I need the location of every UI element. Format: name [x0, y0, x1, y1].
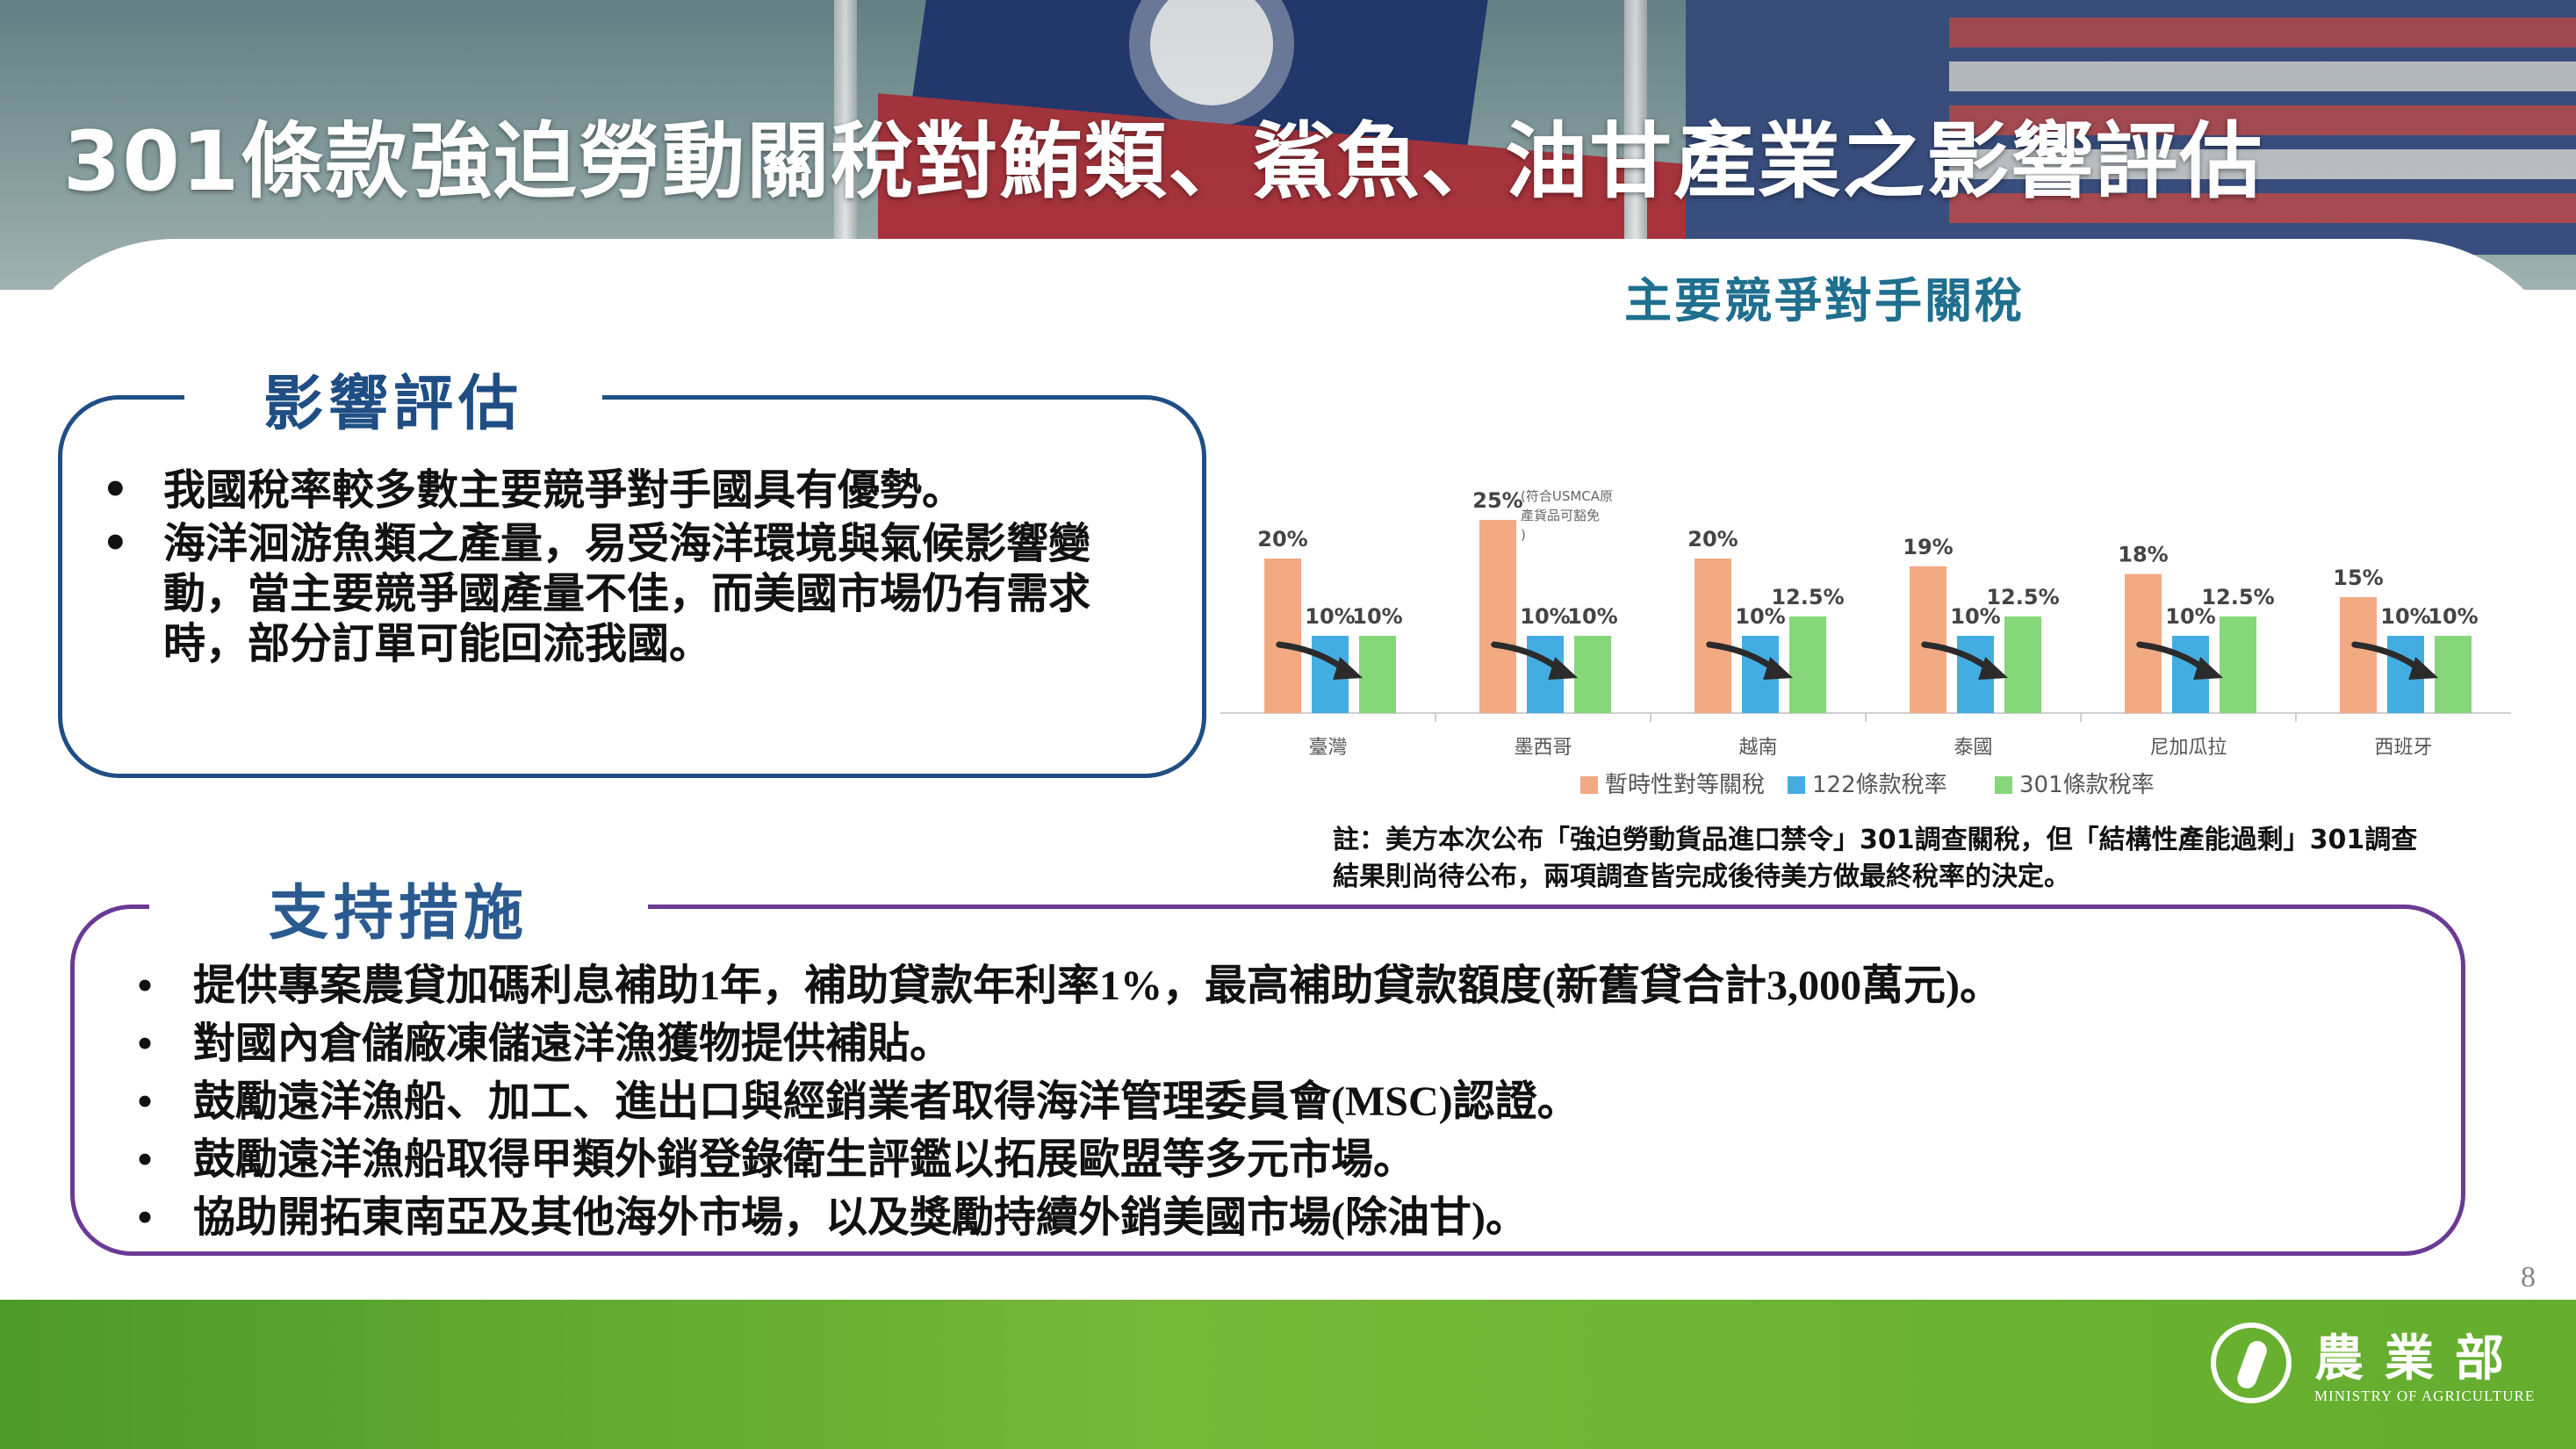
- bullet-icon: •: [102, 465, 129, 515]
- list-item: • 鼓勵遠洋漁船取得甲類外銷登錄衛生評鑑以拓展歐盟等多元市場。: [132, 1131, 2414, 1189]
- trend-arrow-head: [1548, 657, 1579, 680]
- footer-bar: [0, 1300, 2576, 1449]
- us-flag-stripe: [1949, 61, 2576, 91]
- trend-arrow-head: [1763, 657, 1794, 680]
- ministry-logo-icon: [2211, 1323, 2292, 1403]
- support-bullet-text: 協助開拓東南亞及其他海外市場，以及獎勵持續外銷美國市場(除油甘)。: [193, 1194, 1528, 1241]
- data-label: 20%: [1257, 527, 1307, 551]
- support-list: • 提供專案農貸加碼利息補助1年，補助貸款年利率1%，最高補助貸款額度(新舊貸合計…: [132, 957, 2414, 1247]
- bullet-icon: •: [137, 1194, 153, 1241]
- data-label: 10%: [2380, 604, 2430, 629]
- support-bullet-text: 對國內倉儲廠凍儲遠洋漁獲物提供補貼。: [193, 1020, 953, 1067]
- legend-swatch: [1788, 776, 1805, 794]
- chart-annotation: (符合USMCA原產貨品可豁免): [1521, 488, 1613, 543]
- impact-list: • 我國稅率較多數主要競爭對手國具有優勢。 • 海洋洄游魚類之產量，易受海洋環境與氣…: [102, 465, 1173, 673]
- data-label: 10%: [1305, 604, 1355, 629]
- data-label: 10%: [1735, 604, 1785, 629]
- list-item: • 協助開拓東南亞及其他海外市場，以及獎勵持續外銷美國市場(除油甘)。: [132, 1189, 2414, 1247]
- chart-bar: [1574, 636, 1611, 713]
- bullet-icon: •: [137, 1078, 153, 1125]
- chart-bar: [1695, 559, 1731, 713]
- data-label: 10%: [2428, 604, 2478, 629]
- us-flag-stripe: [1949, 149, 2576, 179]
- data-label: 10%: [2165, 604, 2215, 629]
- chart-title: 主要競爭對手關稅: [1624, 273, 2025, 328]
- logo-name: 農業部: [2314, 1330, 2525, 1388]
- flag-sun-emblem: [1150, 0, 1273, 105]
- support-bullet-text: 鼓勵遠洋漁船取得甲類外銷登錄衛生評鑑以拓展歐盟等多元市場。: [193, 1136, 1416, 1183]
- us-flag-stripe: [1949, 105, 2576, 135]
- support-bullet-text: 提供專案農貸加碼利息補助1年，補助貸款年利率1%，最高補助貸款額度(新舊貸合計3…: [193, 962, 2002, 1009]
- ministry-logo: 農業部 MINISTRY OF AGRICULTURE: [2211, 1319, 2534, 1424]
- logo-english: MINISTRY OF AGRICULTURE: [2314, 1388, 2536, 1404]
- chart-bar: [2004, 616, 2041, 713]
- legend-label: 301條款稅率: [2019, 772, 2155, 798]
- legend-label: 122條款稅率: [1812, 772, 1947, 798]
- data-label: 12.5%: [2201, 585, 2274, 609]
- data-label: 10%: [1950, 604, 2000, 629]
- impact-bullet-text: 海洋洄游魚類之產量，易受海洋環境與氣候影響變動，當主要競爭國產量不佳，而美國市場…: [163, 519, 1091, 668]
- x-tick-label: 泰國: [1954, 737, 1992, 759]
- chart-bar: [1479, 520, 1516, 713]
- bullet-icon: •: [137, 1020, 153, 1067]
- x-tick-label: 越南: [1738, 737, 1777, 759]
- header-banner: 301條款強迫勞動關稅對鮪類、鯊魚、油甘產業之影響評估: [0, 0, 2576, 290]
- data-label: 12.5%: [1771, 585, 1844, 609]
- list-item: • 提供專案農貸加碼利息補助1年，補助貸款年利率1%，最高補助貸款額度(新舊貸合計…: [132, 957, 2414, 1015]
- trend-arrow-head: [2408, 657, 2439, 680]
- us-flag-stripe: [1949, 18, 2576, 47]
- data-label: 15%: [2333, 566, 2383, 590]
- support-box: [70, 905, 2465, 1256]
- chart-bar: [1910, 566, 1946, 713]
- chart-bar: [1359, 636, 1396, 713]
- chart-bar: [2340, 597, 2377, 713]
- us-flag-stripe: [1949, 193, 2576, 223]
- chart-note: 註：美方本次公布「強迫勞動貨品進口禁令」301調查關稅，但「結構性產能過剩」30…: [1333, 825, 2418, 892]
- list-item: • 鼓勵遠洋漁船、加工、進出口與經銷業者取得海洋管理委員會(MSC)認證。: [132, 1073, 2414, 1131]
- x-tick-label: 西班牙: [2374, 737, 2432, 759]
- list-item: • 我國稅率較多數主要競爭對手國具有優勢。: [102, 465, 1173, 515]
- impact-box: [58, 395, 1206, 778]
- data-label: 19%: [1903, 535, 1953, 559]
- data-label: 12.5%: [1986, 585, 2059, 609]
- legend-swatch: [1995, 776, 2012, 794]
- data-label: 25%: [1472, 488, 1522, 513]
- impact-heading: 影響評估: [184, 355, 603, 442]
- impact-bullet-text: 我國稅率較多數主要競爭對手國具有優勢。: [163, 465, 965, 515]
- bullet-icon: •: [137, 962, 153, 1009]
- trend-arrow-head: [1978, 657, 2009, 680]
- x-tick-label: 墨西哥: [1514, 737, 1572, 759]
- data-label: 10%: [1520, 604, 1570, 629]
- list-item: • 對國內倉儲廠凍儲遠洋漁獲物提供補貼。: [132, 1015, 2414, 1073]
- legend-swatch: [1580, 776, 1598, 794]
- chart-bar: [1264, 559, 1301, 713]
- support-heading: 支持措施: [149, 864, 649, 951]
- x-tick-label: 臺灣: [1308, 737, 1347, 759]
- page-title: 301條款強迫勞動關稅對鮪類、鯊魚、油甘產業之影響評估: [63, 114, 2264, 210]
- support-bullet-text: 鼓勵遠洋漁船、加工、進出口與經銷業者取得海洋管理委員會(MSC)認證。: [193, 1078, 1579, 1125]
- trend-arrow-head: [2193, 657, 2224, 680]
- data-label: 10%: [1567, 604, 1617, 629]
- chart-bar: [2220, 616, 2256, 713]
- page-number: 8: [2521, 1261, 2536, 1294]
- legend-label: 暫時性對等關稅: [1605, 772, 1765, 798]
- data-label: 20%: [1687, 527, 1738, 551]
- list-item: • 海洋洄游魚類之產量，易受海洋環境與氣候影響變動，當主要競爭國產量不佳，而美國市…: [102, 519, 1173, 669]
- x-tick-label: 尼加瓜拉: [2149, 737, 2227, 759]
- bullet-icon: •: [102, 519, 129, 568]
- tariff-bar-chart: 20%10%10%臺灣25%10%10%墨西哥20%10%12.5%越南19%1…: [1220, 488, 2511, 798]
- bullet-icon: •: [137, 1136, 153, 1183]
- data-label: 18%: [2118, 543, 2168, 567]
- data-label: 10%: [1352, 604, 1402, 629]
- chart-bar: [2435, 636, 2472, 713]
- trend-arrow-head: [1333, 657, 1364, 680]
- chart-bar: [1789, 616, 1826, 713]
